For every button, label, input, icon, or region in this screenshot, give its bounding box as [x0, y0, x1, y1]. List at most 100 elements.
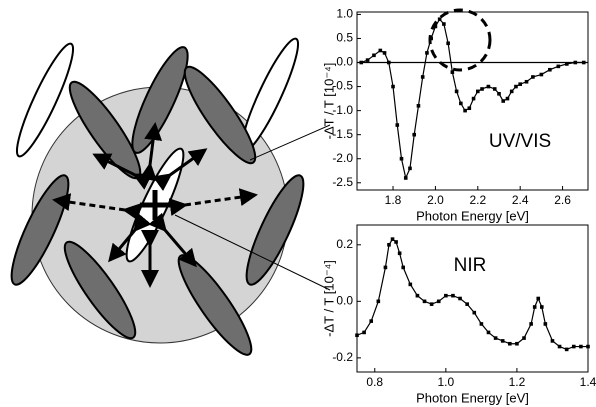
data-point: [540, 305, 544, 309]
x-tick-label: 2.2: [469, 193, 486, 207]
data-point: [359, 60, 364, 65]
data-point: [573, 60, 578, 65]
data-point: [378, 48, 383, 53]
data-point: [550, 339, 555, 343]
data-point: [565, 62, 569, 66]
data-point: [501, 99, 506, 103]
x-tick-label: 2.6: [554, 193, 571, 207]
molecule: [183, 65, 257, 165]
data-point: [515, 341, 519, 346]
data-point: [458, 296, 462, 301]
data-point: [505, 96, 510, 101]
x-axis-label: Photon Energy [eV]: [416, 390, 529, 405]
y-tick-label: 0.5: [336, 31, 353, 45]
data-point: [362, 330, 366, 335]
data-point: [571, 344, 576, 349]
data-point: [529, 322, 533, 326]
x-tick-label: 1.8: [385, 193, 402, 207]
y-tick-label: -0.2: [332, 350, 353, 364]
data-point: [442, 22, 446, 26]
data-point: [444, 293, 448, 298]
data-point: [394, 240, 398, 244]
data-point: [401, 265, 405, 270]
data-point: [524, 79, 529, 84]
data-point: [548, 67, 552, 72]
data-point: [564, 347, 569, 352]
data-point: [451, 293, 455, 298]
data-point: [433, 24, 438, 29]
y-tick-label: 0.0: [336, 293, 353, 307]
data-point: [531, 75, 535, 79]
annotation: NIR: [454, 255, 487, 276]
data-point: [454, 89, 459, 94]
data-point: [412, 132, 417, 137]
data-point: [497, 91, 501, 96]
y-tick-label: -2.5: [332, 175, 353, 189]
data-point: [539, 72, 544, 77]
data-point: [391, 84, 395, 89]
data-point: [372, 53, 376, 58]
data-point: [422, 299, 427, 304]
data-point: [522, 336, 526, 340]
data-point: [465, 302, 469, 306]
data-point: [369, 319, 374, 323]
y-tick-label: -2.0: [332, 151, 353, 165]
data-point: [479, 322, 484, 326]
data-point: [557, 344, 562, 349]
data-point: [459, 101, 463, 106]
y-tick-label: -1.5: [332, 127, 353, 141]
pointer-line: [174, 214, 331, 291]
data-point: [386, 60, 391, 65]
data-point: [383, 265, 388, 270]
data-point: [518, 82, 522, 86]
data-point: [390, 237, 395, 241]
data-point: [586, 344, 590, 349]
x-tick-label: 2.4: [512, 193, 529, 207]
schematic: [10, 37, 331, 356]
data-point: [408, 282, 413, 287]
data-point: [436, 299, 441, 304]
data-point: [509, 89, 514, 94]
data-point: [403, 176, 408, 180]
x-tick-label: 2.0: [427, 193, 444, 207]
data-point: [472, 310, 477, 315]
data-point: [508, 341, 512, 346]
molecule: [245, 174, 305, 286]
x-tick-label: 1.0: [438, 375, 455, 389]
plot-frame: [356, 224, 589, 373]
data-point: [514, 84, 518, 89]
data-point: [450, 70, 455, 74]
data-point: [446, 41, 450, 46]
y-tick-label: -1.0: [332, 103, 353, 117]
y-tick-label: 1.0: [336, 7, 353, 21]
y-tick-label: 0.2: [336, 237, 353, 251]
data-point: [532, 305, 537, 309]
y-axis-label: -ΔT / T [10⁻⁴]: [321, 260, 336, 337]
y-tick-label: -0.5: [332, 79, 353, 93]
data-point: [395, 123, 400, 127]
data-point: [475, 89, 480, 94]
highlight-circle: [428, 8, 492, 72]
data-point: [437, 17, 442, 22]
annotation: UV/VIS: [489, 131, 551, 152]
data-point: [556, 64, 561, 69]
data-point: [387, 242, 391, 247]
data-point: [408, 166, 412, 171]
molecule: [63, 240, 137, 340]
data-point: [376, 299, 381, 304]
arrows: [52, 122, 258, 288]
data-point: [471, 96, 476, 101]
data-point: [397, 251, 402, 256]
x-tick-label: 1.2: [509, 375, 526, 389]
data-point: [382, 51, 387, 55]
data-point: [416, 104, 421, 108]
data-point: [536, 296, 541, 301]
data-point: [493, 336, 498, 340]
data-point: [399, 156, 404, 161]
data-point: [463, 108, 467, 113]
data-point: [581, 60, 586, 65]
y-axis-label: -ΔT / T [10⁻⁴]: [321, 63, 336, 140]
data-point: [467, 106, 472, 111]
x-tick-label: 0.8: [366, 375, 383, 389]
